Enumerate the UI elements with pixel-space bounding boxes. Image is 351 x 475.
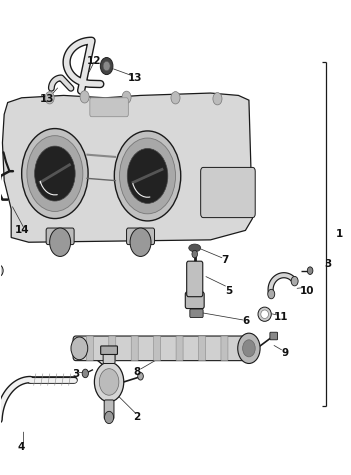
FancyBboxPatch shape <box>187 261 203 297</box>
Circle shape <box>291 276 298 286</box>
FancyBboxPatch shape <box>103 350 115 363</box>
Circle shape <box>105 411 114 424</box>
Circle shape <box>138 372 143 380</box>
Text: 9: 9 <box>281 348 288 358</box>
Text: 13: 13 <box>128 73 143 83</box>
Text: 12: 12 <box>87 57 102 66</box>
FancyBboxPatch shape <box>127 228 154 245</box>
FancyBboxPatch shape <box>109 336 116 361</box>
Circle shape <box>238 333 260 363</box>
FancyBboxPatch shape <box>90 98 128 117</box>
Polygon shape <box>2 93 252 242</box>
Circle shape <box>127 149 168 203</box>
Circle shape <box>192 250 198 258</box>
Text: 14: 14 <box>14 226 29 236</box>
Circle shape <box>120 138 176 214</box>
Circle shape <box>307 267 313 275</box>
Circle shape <box>22 129 88 219</box>
Text: 11: 11 <box>274 312 288 322</box>
Circle shape <box>122 91 131 104</box>
Circle shape <box>114 131 181 221</box>
Circle shape <box>80 91 89 103</box>
Circle shape <box>103 61 110 71</box>
Circle shape <box>49 228 71 256</box>
FancyBboxPatch shape <box>101 346 118 354</box>
Text: 3: 3 <box>72 369 79 379</box>
Ellipse shape <box>261 310 269 318</box>
FancyBboxPatch shape <box>270 332 278 340</box>
FancyBboxPatch shape <box>46 228 74 245</box>
Circle shape <box>94 362 124 402</box>
Circle shape <box>243 340 255 357</box>
FancyBboxPatch shape <box>185 292 204 309</box>
FancyBboxPatch shape <box>154 336 161 361</box>
Text: 13: 13 <box>40 94 54 104</box>
Text: 1: 1 <box>336 228 343 239</box>
FancyBboxPatch shape <box>176 336 183 361</box>
Circle shape <box>100 57 113 75</box>
FancyBboxPatch shape <box>201 167 255 218</box>
FancyBboxPatch shape <box>104 400 114 419</box>
Text: 7: 7 <box>221 255 229 265</box>
Circle shape <box>268 289 275 299</box>
FancyBboxPatch shape <box>131 336 138 361</box>
Ellipse shape <box>258 307 271 321</box>
FancyBboxPatch shape <box>73 336 255 361</box>
FancyBboxPatch shape <box>199 336 205 361</box>
Ellipse shape <box>189 244 201 252</box>
Text: 5: 5 <box>225 285 232 295</box>
Circle shape <box>71 337 88 360</box>
Text: 8: 8 <box>133 367 141 377</box>
Text: 6: 6 <box>243 316 250 326</box>
Circle shape <box>213 93 222 105</box>
Circle shape <box>82 369 88 378</box>
FancyBboxPatch shape <box>86 336 93 361</box>
Text: 10: 10 <box>299 285 314 295</box>
Text: 2: 2 <box>133 411 141 421</box>
FancyBboxPatch shape <box>221 336 228 361</box>
Text: 4: 4 <box>17 442 25 452</box>
Circle shape <box>27 136 83 211</box>
Circle shape <box>35 146 75 201</box>
Text: 3: 3 <box>324 259 331 269</box>
Circle shape <box>171 92 180 104</box>
Circle shape <box>0 265 3 276</box>
Circle shape <box>130 228 151 256</box>
Circle shape <box>45 92 54 104</box>
FancyBboxPatch shape <box>190 309 203 318</box>
Circle shape <box>99 369 119 395</box>
